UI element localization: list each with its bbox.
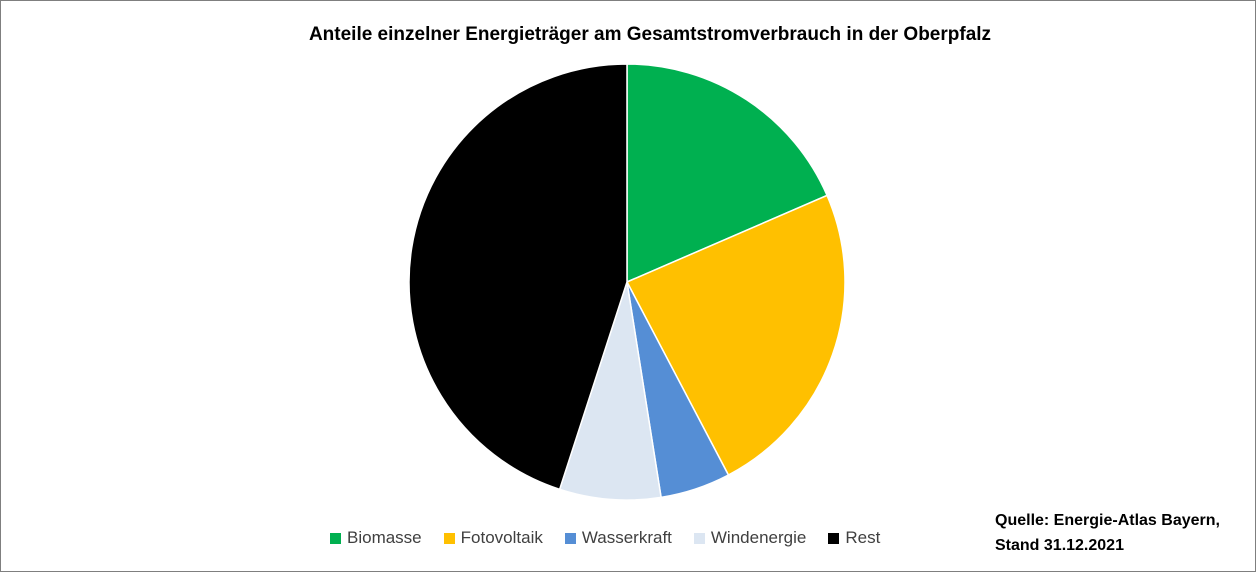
pie-slice-rest <box>408 63 628 491</box>
legend-swatch <box>443 532 455 544</box>
legend-swatch <box>564 532 576 544</box>
legend-label: Biomasse <box>347 528 422 547</box>
source-line-1: Quelle: Energie-Atlas Bayern, <box>995 512 1220 529</box>
source-note: Quelle: Energie-Atlas Bayern, Stand 31.1… <box>995 508 1220 558</box>
legend-swatch <box>828 532 840 544</box>
pie-slice-biomasse <box>626 63 829 284</box>
legend-label: Rest <box>845 528 881 547</box>
pie-slices <box>408 63 846 501</box>
legend-label: Wasserkraft <box>581 528 672 547</box>
pie-slice-fotovoltaik <box>625 194 846 476</box>
legend-swatch <box>693 532 705 544</box>
pie-slice-windenergie <box>558 281 662 501</box>
legend-item-fotovoltaik: Fotovoltaik <box>443 528 543 548</box>
legend-label: Fotovoltaik <box>460 528 543 547</box>
legend-item-rest: Rest <box>828 528 880 548</box>
legend-item-biomasse: Biomasse <box>330 528 422 548</box>
chart-legend: Biomasse Fotovoltaik Wasserkraft Windenergi… <box>330 528 880 548</box>
legend-label: Windenergie <box>710 528 807 547</box>
legend-swatch <box>330 532 341 544</box>
chart-title: Anteile einzelner Energieträger am Gesam… <box>308 24 992 45</box>
source-line-2: Stand 31.12.2021 <box>995 537 1124 554</box>
legend-item-wasserkraft: Wasserkraft <box>564 528 672 548</box>
legend-item-windenergie: Windenergie <box>693 528 807 548</box>
